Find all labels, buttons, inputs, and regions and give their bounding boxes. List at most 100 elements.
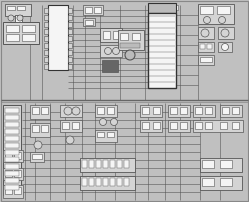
Circle shape <box>8 15 14 21</box>
Bar <box>3 22 39 44</box>
Bar <box>44 50 48 55</box>
Bar <box>5 108 19 113</box>
Bar <box>218 42 232 52</box>
Bar <box>96 178 101 186</box>
Bar <box>85 20 93 25</box>
Bar <box>44 29 48 34</box>
Bar <box>107 132 114 137</box>
Bar <box>153 122 160 129</box>
Bar <box>5 129 19 134</box>
Bar <box>60 120 82 132</box>
Bar <box>5 185 19 190</box>
Bar <box>220 122 227 129</box>
Bar <box>195 122 202 129</box>
Bar <box>68 22 72 27</box>
Bar <box>83 5 103 15</box>
Bar <box>142 122 149 129</box>
Bar <box>44 8 48 13</box>
Bar <box>198 4 234 24</box>
Bar <box>30 152 44 162</box>
Bar <box>3 168 23 180</box>
Bar <box>124 160 129 168</box>
Bar <box>117 178 122 186</box>
Bar <box>6 25 19 32</box>
Bar <box>232 122 239 129</box>
Bar <box>5 143 19 148</box>
Bar <box>95 105 117 117</box>
Bar <box>7 6 15 10</box>
Circle shape <box>125 50 135 60</box>
Bar <box>174 5 178 10</box>
Bar <box>220 160 232 168</box>
Bar <box>232 107 239 114</box>
Bar <box>44 64 48 69</box>
Bar <box>44 57 48 62</box>
Bar <box>103 31 110 39</box>
Bar <box>110 160 115 168</box>
Circle shape <box>203 17 210 23</box>
Bar <box>205 107 212 114</box>
Circle shape <box>222 43 229 50</box>
Bar <box>5 178 19 183</box>
Bar <box>217 6 230 14</box>
Bar <box>80 176 135 190</box>
Bar <box>14 187 21 194</box>
Bar <box>205 122 212 129</box>
Bar <box>14 152 21 159</box>
Circle shape <box>64 107 72 115</box>
Bar <box>5 115 19 120</box>
Bar <box>32 125 39 132</box>
Bar <box>14 170 21 177</box>
Bar <box>3 105 21 195</box>
Circle shape <box>105 47 112 55</box>
Bar <box>218 27 234 39</box>
Bar <box>195 107 202 114</box>
Bar <box>103 178 108 186</box>
Circle shape <box>72 107 80 115</box>
Bar <box>5 136 19 141</box>
Bar <box>170 107 177 114</box>
Bar <box>89 160 94 168</box>
Bar <box>68 43 72 48</box>
Bar <box>220 178 232 186</box>
Bar <box>150 5 156 10</box>
Bar <box>200 6 213 14</box>
Bar <box>158 5 164 10</box>
Bar <box>120 33 128 40</box>
Bar <box>168 120 190 132</box>
Bar <box>68 57 72 62</box>
Circle shape <box>221 29 229 37</box>
Circle shape <box>66 136 74 144</box>
Bar <box>22 34 35 41</box>
Bar <box>17 6 25 10</box>
Bar <box>104 62 110 69</box>
Bar <box>68 36 72 41</box>
Bar <box>82 178 87 186</box>
Bar <box>207 44 212 49</box>
Bar <box>110 178 115 186</box>
Bar <box>193 120 243 132</box>
Bar <box>100 28 122 42</box>
Bar <box>44 15 48 20</box>
Bar <box>117 160 122 168</box>
Bar <box>95 130 117 142</box>
Bar <box>96 160 101 168</box>
Bar <box>142 107 149 114</box>
Bar <box>200 57 212 62</box>
Bar <box>198 42 214 52</box>
Bar <box>200 158 242 172</box>
Bar <box>202 178 214 186</box>
Bar <box>113 31 120 39</box>
Bar <box>148 13 176 88</box>
Circle shape <box>113 47 120 55</box>
Bar <box>168 105 190 117</box>
Bar <box>3 150 23 162</box>
Bar <box>193 105 215 117</box>
Bar <box>48 5 68 70</box>
Bar <box>120 43 140 48</box>
Bar <box>5 152 12 159</box>
Circle shape <box>34 141 42 149</box>
Bar <box>15 15 22 22</box>
Bar <box>44 22 48 27</box>
Bar <box>89 178 94 186</box>
